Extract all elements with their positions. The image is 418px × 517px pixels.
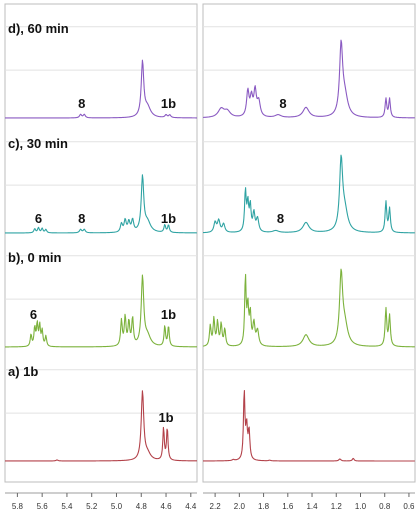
x-tick-label: 2.0 (234, 502, 246, 511)
annotations: d), 60 min 8 1b 8 c), 30 min 6 8 1b 8 b), 0 min 6 1… (8, 21, 287, 425)
spectrum-trace-2-left (5, 174, 197, 234)
peak-label: 8 (78, 211, 85, 226)
spectrum-trace-4-left (5, 390, 197, 462)
right-panel (202, 3, 416, 483)
peak-label: 1b (161, 96, 176, 111)
right-panel-frame (202, 3, 416, 483)
peak-label: 8 (277, 211, 284, 226)
right-panel-grid (203, 26, 415, 414)
x-tick-label: 2.2 (210, 502, 222, 511)
peak-label: 1b (161, 211, 176, 226)
x-tick-label: 1.6 (282, 502, 294, 511)
x-tick-label: 5.2 (86, 502, 98, 511)
spectrum-trace-2-right (202, 154, 415, 234)
left-panel-grid (5, 26, 197, 414)
x-tick-label: 0.8 (379, 502, 391, 511)
x-tick-label: 5.0 (111, 502, 123, 511)
x-tick-label: 4.6 (160, 502, 172, 511)
peak-label: 8 (78, 96, 85, 111)
spectrum-trace-1-right (202, 39, 415, 119)
series-title: d), 60 min (8, 21, 69, 36)
x-tick-label: 0.6 (403, 502, 415, 511)
series-title: b), 0 min (8, 250, 62, 265)
series-title: c), 30 min (8, 136, 68, 151)
peak-label: 8 (279, 96, 286, 111)
series-title: a) 1b (8, 364, 38, 379)
peak-label: 1b (158, 410, 173, 425)
spectrum-trace-3-right (202, 268, 415, 348)
spectrum-trace-3-left (4, 274, 197, 348)
x-tick-label: 5.8 (12, 502, 24, 511)
spectrum-trace-1-left (5, 59, 197, 119)
left-panel-frame (4, 3, 198, 483)
x-tick-label: 1.8 (258, 502, 270, 511)
x-tick-label: 4.8 (136, 502, 148, 511)
left-panel (4, 3, 198, 483)
peak-label: 6 (30, 307, 37, 322)
left-panel-traces (4, 59, 197, 462)
peak-label: 6 (35, 211, 42, 226)
right-x-axis: 2.2 2.0 1.8 1.6 1.4 1.2 1.0 0.8 0.6 (203, 492, 415, 511)
x-tick-label: 4.4 (185, 502, 197, 511)
left-x-axis: 5.8 5.6 5.4 5.2 5.0 4.8 4.6 4.4 (5, 492, 197, 511)
x-tick-label: 1.4 (306, 502, 318, 511)
x-tick-label: 1.2 (331, 502, 343, 511)
right-panel-traces (202, 39, 415, 462)
x-tick-label: 1.0 (355, 502, 367, 511)
spectrum-trace-4-right (203, 390, 415, 462)
x-tick-label: 5.4 (61, 502, 73, 511)
x-tick-label: 5.6 (37, 502, 49, 511)
peak-label: 1b (161, 307, 176, 322)
